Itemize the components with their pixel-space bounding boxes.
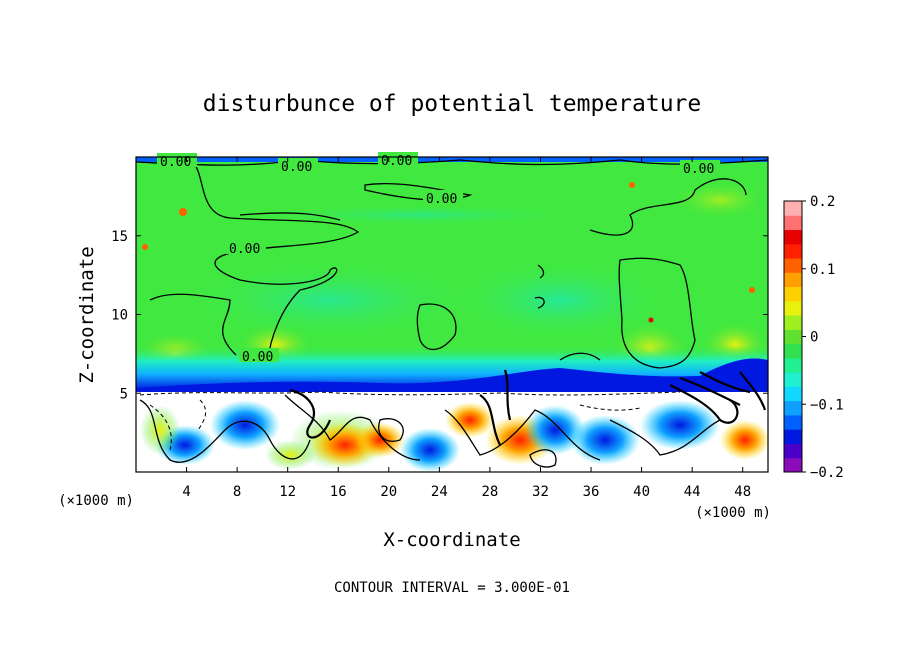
contour-lines-negative	[139, 391, 681, 451]
field-hot-patch	[445, 402, 495, 438]
x-axis: 4 8 12 16 20 24 28 32 36 40 44 48	[182, 157, 751, 500]
field-cold-patch	[210, 400, 280, 450]
colorbar-tick-label: 0.1	[810, 262, 835, 278]
x-tick-label: 44	[684, 484, 701, 500]
colorbar-swatch	[784, 414, 802, 430]
x-unit-label-left: (×1000 m)	[58, 493, 134, 509]
colorbar-swatch	[784, 343, 802, 359]
field-cyan-patch	[180, 260, 480, 340]
y-tick-label: 5	[120, 386, 128, 402]
contour-label: 0.00	[683, 162, 714, 177]
field-warm-patch	[265, 440, 315, 470]
colorbar-swatch	[784, 286, 802, 302]
colorbar-tick-label: 0.2	[810, 194, 835, 210]
contour-labels: 0.00 0.00 0.00 0.00 0.00 0.00 0.00	[157, 152, 720, 365]
contour-label: 0.00	[160, 155, 191, 170]
contour-label: 0.00	[281, 160, 312, 175]
field-warm-patch	[140, 405, 180, 455]
x-tick-label: 20	[380, 484, 397, 500]
colorbar-swatch	[784, 243, 802, 259]
x-unit-label-right: (×1000 m)	[695, 505, 771, 521]
x-tick-label: 4	[182, 484, 190, 500]
contour-vortices	[289, 369, 767, 446]
field-cold-patch	[525, 405, 585, 455]
x-tick-label: 48	[734, 484, 751, 500]
contour-label: 0.00	[381, 154, 412, 169]
colorbar-swatch	[784, 329, 802, 345]
x-tick-label: 16	[330, 484, 347, 500]
colorbar-swatch	[784, 215, 802, 231]
x-tick-label: 12	[279, 484, 296, 500]
colorbar-ticks: 0.2 0.1 0 −0.1 −0.2	[802, 194, 844, 481]
x-tick-label: 32	[532, 484, 549, 500]
field-hot-speck	[749, 287, 755, 293]
x-tick-label: 24	[431, 484, 448, 500]
field-hot-patch	[720, 420, 768, 460]
colorbar-swatch	[784, 229, 802, 245]
y-axis: 5 10 15	[111, 229, 768, 402]
field-hot-speck	[629, 182, 635, 188]
colorbar-tick-label: −0.2	[810, 465, 844, 481]
colorbar-swatch	[784, 429, 802, 444]
contour-label: 0.00	[229, 242, 260, 257]
contour-lines	[136, 159, 768, 468]
x-tick-label: 8	[233, 484, 241, 500]
colorbar-tick-label: 0	[810, 330, 818, 346]
field-hot-speck	[648, 317, 654, 323]
colorbar-swatch	[784, 201, 802, 216]
y-tick-label: 10	[111, 308, 128, 324]
field-cyan-patch	[260, 205, 580, 225]
y-tick-label: 15	[111, 229, 128, 245]
field-cold-patch	[400, 428, 460, 472]
x-axis-label: X-coordinate	[383, 529, 520, 551]
contour-label: 0.00	[426, 192, 457, 207]
colorbar-swatch	[784, 386, 802, 402]
field-cyan-patch	[450, 260, 670, 340]
colorbar-swatch	[784, 443, 802, 459]
colorbar-swatch	[784, 315, 802, 330]
colorbar-swatch	[784, 258, 802, 273]
x-tick-label: 40	[633, 484, 650, 500]
field-plot	[136, 157, 768, 472]
top-strip	[136, 157, 768, 162]
colorbar-swatch	[784, 300, 802, 316]
y-axis-label: Z-coordinate	[76, 246, 98, 383]
stable-layer-core	[136, 358, 768, 392]
colorbar-swatch	[784, 372, 802, 387]
x-tick-label: 36	[583, 484, 600, 500]
colorbar	[783, 200, 803, 473]
colorbar-swatch	[784, 457, 802, 473]
field-hot-speck	[142, 244, 148, 250]
field-cold-patch	[570, 415, 640, 465]
x-tick-label: 28	[481, 484, 498, 500]
colorbar-swatch	[784, 357, 802, 373]
contour-label: 0.00	[242, 350, 273, 365]
colorbar-swatch	[784, 400, 802, 416]
colorbar-tick-label: −0.1	[810, 397, 844, 413]
field-hot-speck	[179, 208, 187, 216]
chart-title: disturbunce of potential temperature	[203, 91, 702, 117]
colorbar-swatch	[784, 272, 802, 288]
field-cold-patch	[640, 400, 720, 450]
contour-interval-note: CONTOUR INTERVAL = 3.000E-01	[334, 580, 570, 596]
